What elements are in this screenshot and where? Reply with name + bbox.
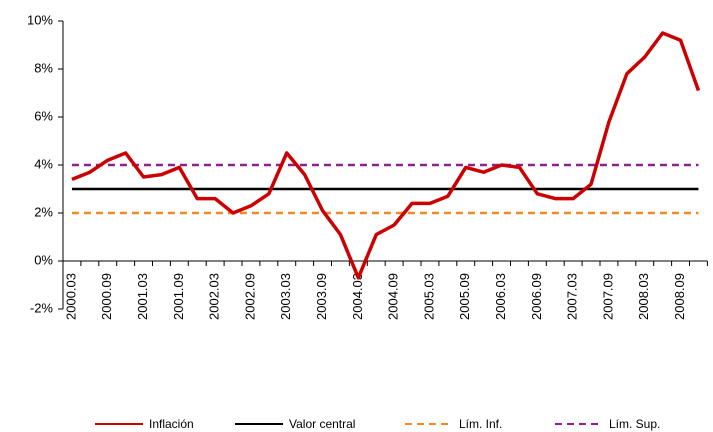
legend-label: Inflación <box>149 417 194 431</box>
y-tick-label: 4% <box>34 156 53 171</box>
x-tick-label: 2002.03 <box>207 273 222 320</box>
x-tick-label: 2000.09 <box>99 273 114 320</box>
x-tick-label: 2003.03 <box>278 273 293 320</box>
x-tick-label: 2006.09 <box>529 273 544 320</box>
x-tick-label: 2005.03 <box>421 273 436 320</box>
y-tick-label: 2% <box>34 204 53 219</box>
x-tick-label: 2008.09 <box>672 273 687 320</box>
x-tick-label: 2005.09 <box>457 273 472 320</box>
x-tick-label: 2004.09 <box>386 273 401 320</box>
x-tick-label: 2007.03 <box>565 273 580 320</box>
y-tick-label: 10% <box>27 12 53 27</box>
y-tick-label: 8% <box>34 60 53 75</box>
x-tick-label: 2000.03 <box>63 273 78 320</box>
y-tick-label: 0% <box>34 252 53 267</box>
y-tick-label: -2% <box>30 300 54 315</box>
x-tick-label: 2001.03 <box>135 273 150 320</box>
x-tick-label: 2003.09 <box>314 273 329 320</box>
x-tick-label: 2002.09 <box>242 273 257 320</box>
x-tick-label: 2006.03 <box>493 273 508 320</box>
legend-label: Valor central <box>289 417 355 431</box>
y-tick-label: 6% <box>34 108 53 123</box>
legend-label: Lím. Inf. <box>459 417 502 431</box>
x-tick-label: 2007.09 <box>600 273 615 320</box>
x-tick-label: 2001.09 <box>171 273 186 320</box>
x-tick-label: 2008.03 <box>636 273 651 320</box>
legend-label: Lím. Sup. <box>609 417 660 431</box>
series-line <box>71 31 701 280</box>
x-tick-label: 2004.03 <box>350 273 365 320</box>
